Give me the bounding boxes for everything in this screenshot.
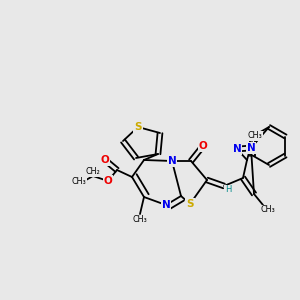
- Text: CH₃: CH₃: [261, 206, 275, 214]
- Text: N: N: [232, 144, 242, 154]
- Text: S: S: [134, 122, 142, 132]
- Text: O: O: [100, 155, 109, 165]
- Text: CH₃: CH₃: [72, 176, 86, 185]
- Text: H: H: [225, 185, 231, 194]
- Text: S: S: [186, 199, 194, 209]
- Text: CH₃: CH₃: [248, 131, 262, 140]
- Text: N: N: [168, 156, 176, 166]
- Text: N: N: [162, 200, 170, 210]
- Text: O: O: [199, 141, 207, 151]
- Text: CH₃: CH₃: [133, 215, 147, 224]
- Text: O: O: [103, 176, 112, 186]
- Text: N: N: [247, 143, 255, 153]
- Text: CH₂: CH₂: [85, 167, 100, 176]
